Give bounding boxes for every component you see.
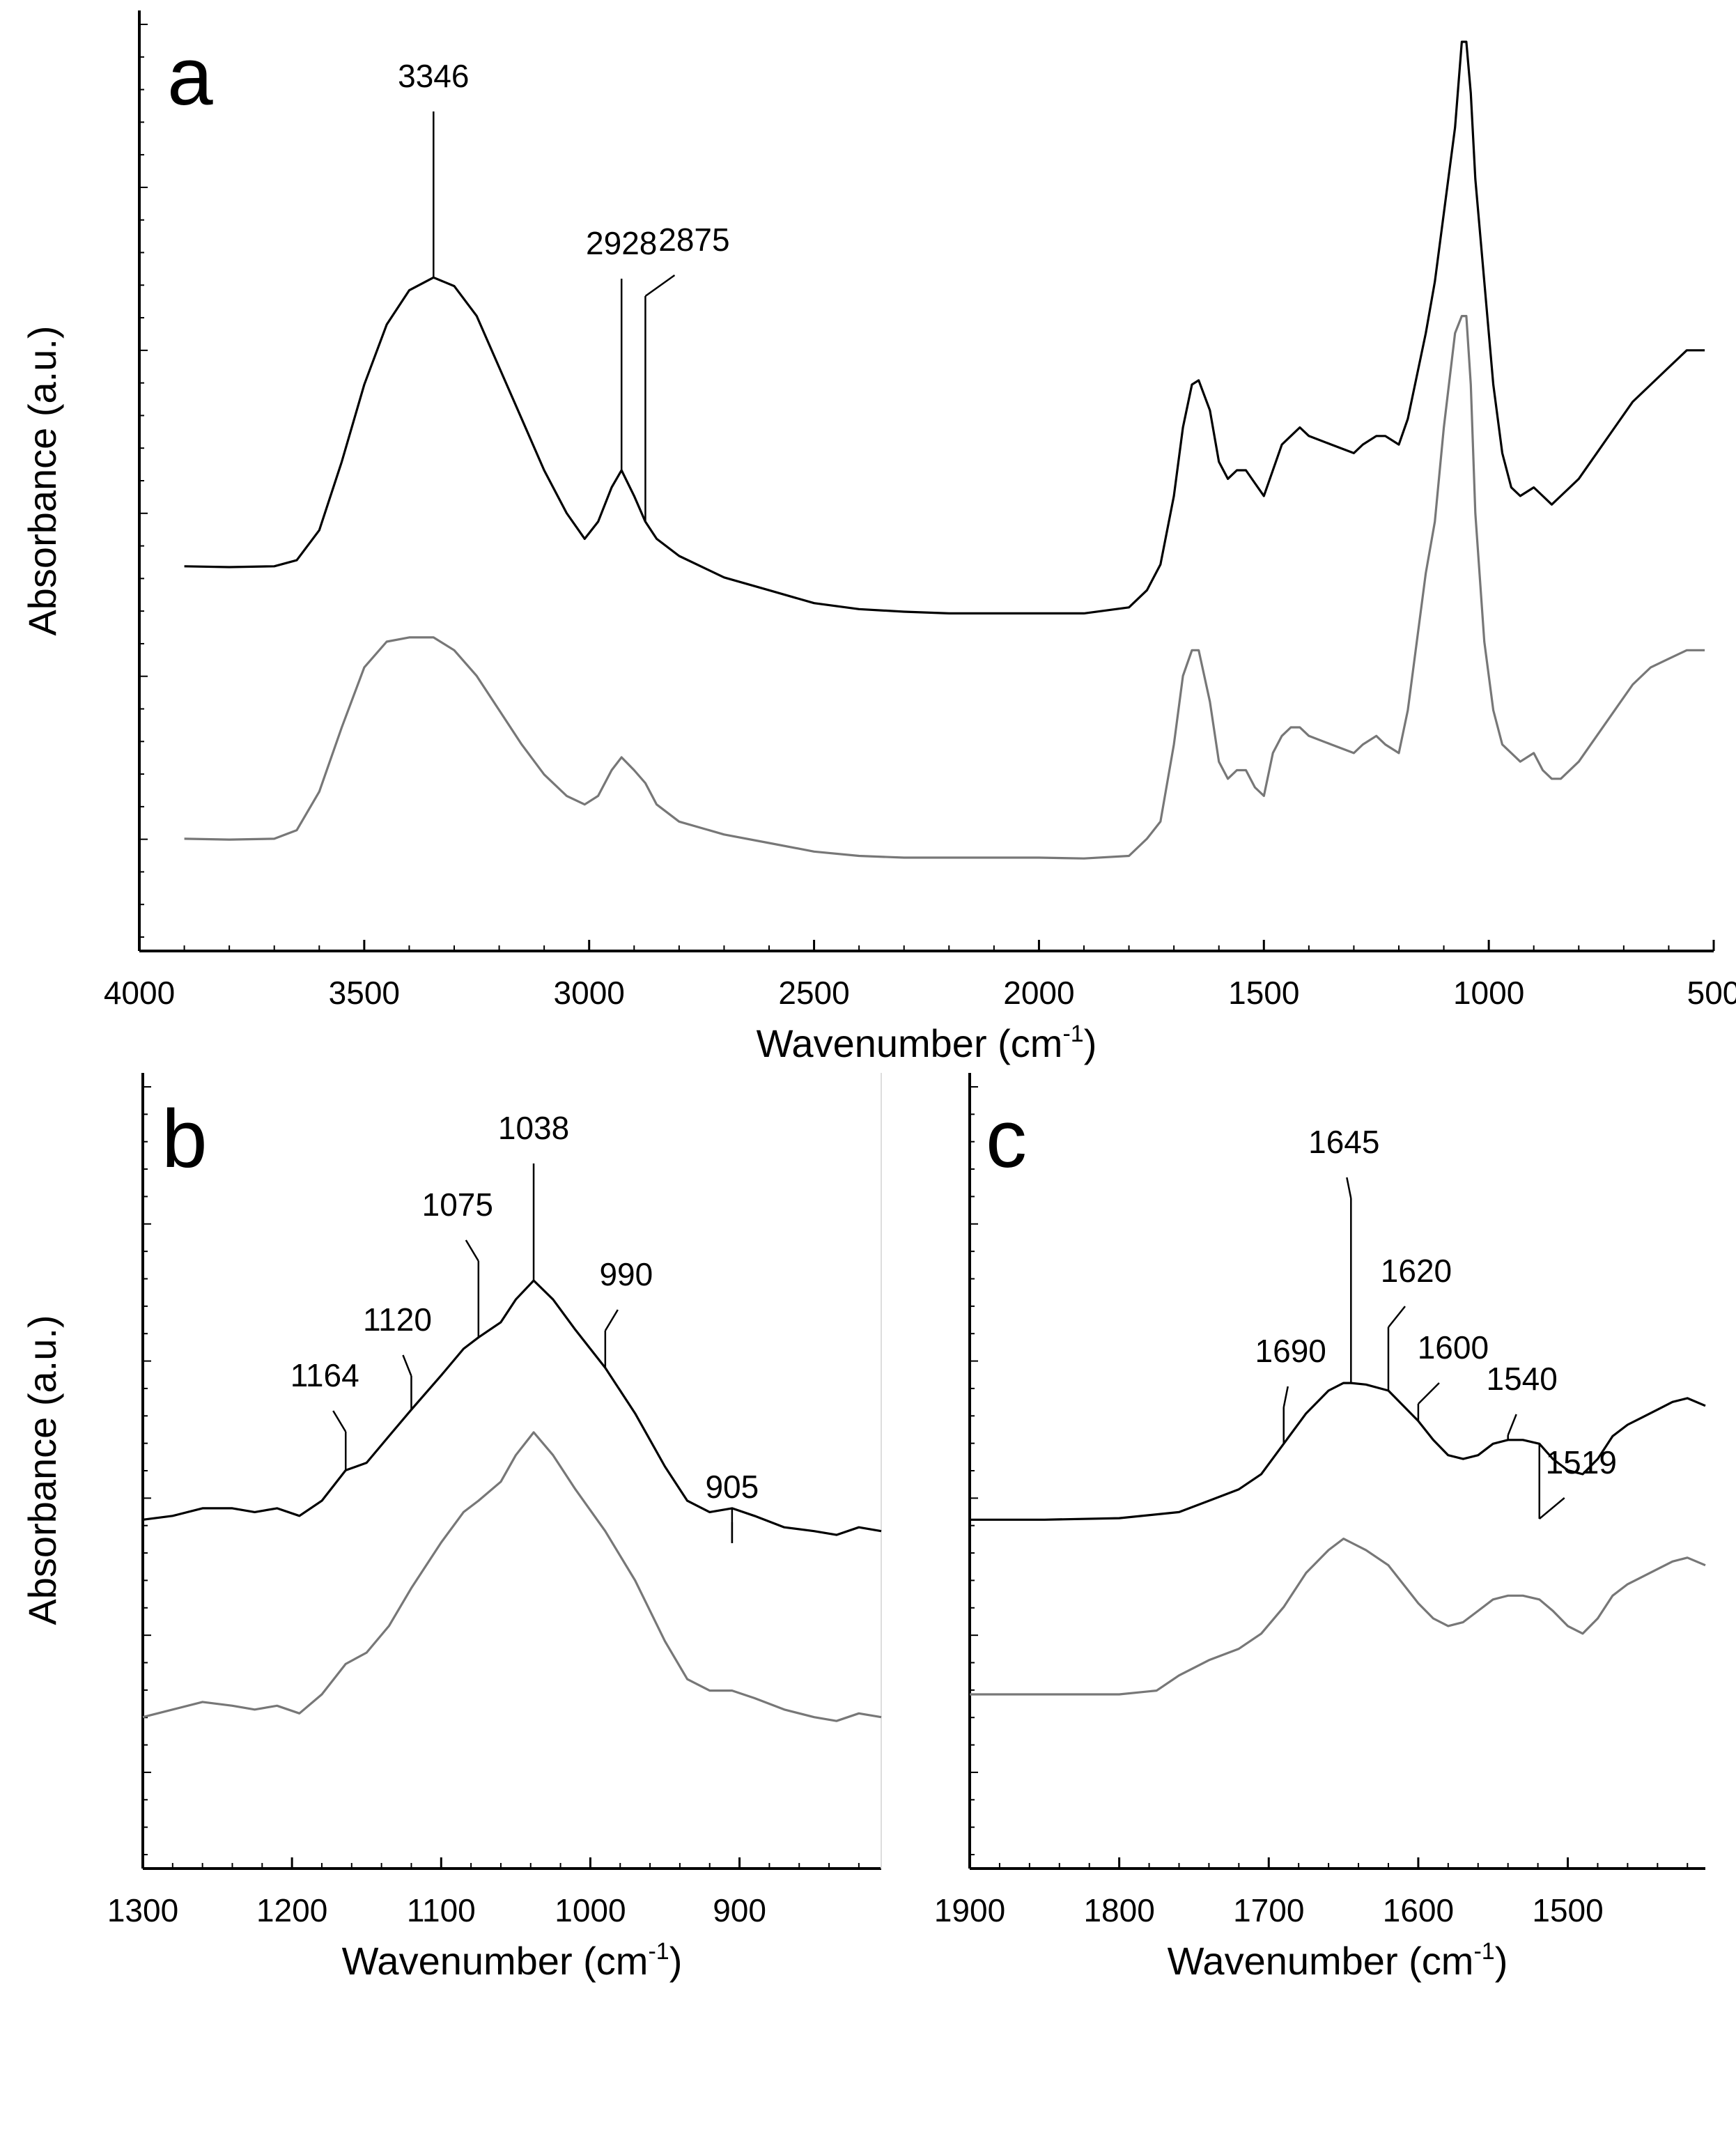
annotation-label: 905 — [705, 1469, 759, 1505]
series-line-upper — [970, 1382, 1706, 1521]
annotation-label: 1690 — [1255, 1333, 1326, 1369]
panel-label: a — [167, 31, 213, 123]
annotation-leader-bend — [1538, 1497, 1565, 1519]
panel-c: 1900 1800 1700 1600 1500 Wavenumber (cm-1) c 16… — [934, 1073, 1706, 1983]
x-axis-label: Wavenumber (cm-1) — [342, 1938, 683, 1983]
series-line-lower — [970, 1538, 1706, 1696]
annotation-label: 1620 — [1381, 1253, 1452, 1289]
x-tick-label: 1700 — [1233, 1892, 1304, 1928]
panel-label: c — [986, 1093, 1027, 1185]
series-line-lower — [142, 1431, 882, 1722]
x-tick-label: 1000 — [1453, 975, 1524, 1011]
x-tick-label: 2000 — [1003, 975, 1074, 1011]
series-line-upper — [184, 40, 1705, 615]
annotation-label: 3346 — [398, 58, 469, 94]
x-tick-label: 1500 — [1228, 975, 1299, 1011]
x-tick-label: 2500 — [778, 975, 849, 1011]
annotation-leader-bend — [332, 1410, 347, 1432]
x-tick-label: 1500 — [1532, 1892, 1603, 1928]
annotation-label: 1645 — [1308, 1124, 1379, 1160]
x-tick-label: 1900 — [934, 1892, 1005, 1928]
annotation-leader-bend — [1346, 1177, 1352, 1199]
annotation-label: 1038 — [498, 1110, 569, 1146]
annotation-label: 1120 — [363, 1301, 432, 1338]
panel-label: b — [162, 1093, 208, 1185]
annotation-label: 1075 — [422, 1186, 493, 1223]
annotation-leader-bend — [1282, 1386, 1289, 1408]
y-axis-label: Absorbance (a.u.) — [20, 1315, 64, 1625]
annotation-label: 2875 — [658, 222, 729, 258]
x-tick-label: 4000 — [104, 975, 175, 1011]
panel-b: 1300 1200 1100 1000 900 Wavenumber (cm-1) Abso… — [20, 1073, 882, 1983]
x-tick-label: 900 — [713, 1892, 766, 1928]
x-tick-label: 1100 — [407, 1892, 476, 1928]
annotation-leader-bend — [1507, 1414, 1517, 1436]
annotation-label: 1600 — [1418, 1329, 1489, 1366]
annotation-leader-bend — [402, 1354, 412, 1377]
annotation-leader-bend — [644, 274, 676, 297]
x-tick-label: 1000 — [555, 1892, 626, 1928]
series-line-upper — [142, 1279, 882, 1536]
x-axis-label: Wavenumber (cm-1) — [1168, 1938, 1508, 1983]
x-tick-label: 1200 — [256, 1892, 327, 1928]
annotation-leader-bend — [1387, 1306, 1406, 1328]
annotation-label: 2928 — [586, 225, 657, 261]
x-tick-label: 3500 — [329, 975, 400, 1011]
y-axis-label: Absorbance (a.u.) — [20, 325, 64, 635]
annotation-label: 1540 — [1487, 1361, 1558, 1397]
annotation-leader-bend — [604, 1309, 619, 1331]
x-tick-label: 1300 — [107, 1892, 178, 1928]
annotation-leader-bend — [1418, 1382, 1440, 1405]
annotation-label: 1519 — [1546, 1444, 1617, 1480]
x-tick-label: 500 — [1687, 975, 1736, 1011]
annotation-leader-bend — [465, 1239, 479, 1262]
annotation-label: 1164 — [290, 1357, 359, 1393]
x-axis-label: Wavenumber (cm-1) — [757, 1021, 1097, 1065]
annotation-label: 990 — [599, 1256, 653, 1292]
x-tick-label: 1600 — [1383, 1892, 1454, 1928]
x-tick-label: 1800 — [1083, 1892, 1154, 1928]
series-line-lower — [184, 315, 1705, 860]
panel-a: 4000 3500 3000 2500 2000 1500 1000 500 Wavenumbe… — [20, 10, 1736, 1065]
x-tick-label: 3000 — [554, 975, 625, 1011]
